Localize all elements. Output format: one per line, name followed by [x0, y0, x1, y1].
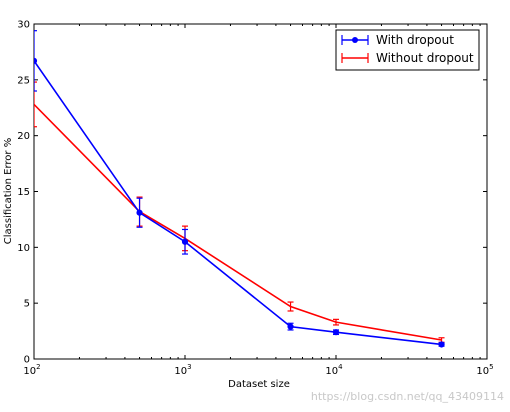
x-tick-label-1: 103	[174, 363, 191, 377]
series-line-0	[34, 60, 442, 346]
legend-entries	[341, 35, 369, 63]
legend-label-with-dropout: With dropout	[376, 33, 454, 47]
watermark-text: https://blog.csdn.net/qq_43409114	[311, 390, 504, 403]
y-tick-label-3: 15	[17, 187, 30, 198]
y-axis-label: Classification Error %	[3, 138, 14, 244]
point-0-4	[332, 329, 340, 336]
plot-area	[33, 23, 488, 360]
legend-box	[335, 29, 480, 71]
series-line-1	[34, 103, 442, 341]
series-0	[34, 30, 445, 348]
legend: With dropout Without dropout	[335, 29, 480, 71]
y-axis-ticks: 0 5 10 15 20 25 30	[17, 20, 487, 366]
x-tick-label-2: 104	[325, 363, 343, 377]
x-tick-label-3: 105	[476, 363, 493, 377]
point-0-2	[181, 238, 189, 245]
legend-label-without-dropout: Without dropout	[376, 51, 474, 65]
y-tick-label-6: 30	[17, 20, 30, 31]
point-0-3	[287, 323, 294, 330]
y-tick-label-1: 5	[24, 299, 30, 310]
y-tick-label-0: 0	[24, 355, 30, 366]
x-axis-ticks: 102 103 104 105	[23, 24, 494, 377]
x-tick-label-0: 102	[23, 363, 40, 377]
series-layer	[34, 30, 445, 348]
y-tick-label-5: 25	[17, 75, 30, 86]
point-0-1	[136, 209, 143, 216]
point-0-0	[34, 57, 38, 64]
x-axis-label: Dataset size	[228, 379, 290, 390]
legend-marker-0	[352, 37, 358, 43]
point-0-5	[438, 341, 445, 348]
y-tick-label-4: 20	[17, 131, 30, 142]
y-tick-label-2: 10	[17, 243, 30, 254]
